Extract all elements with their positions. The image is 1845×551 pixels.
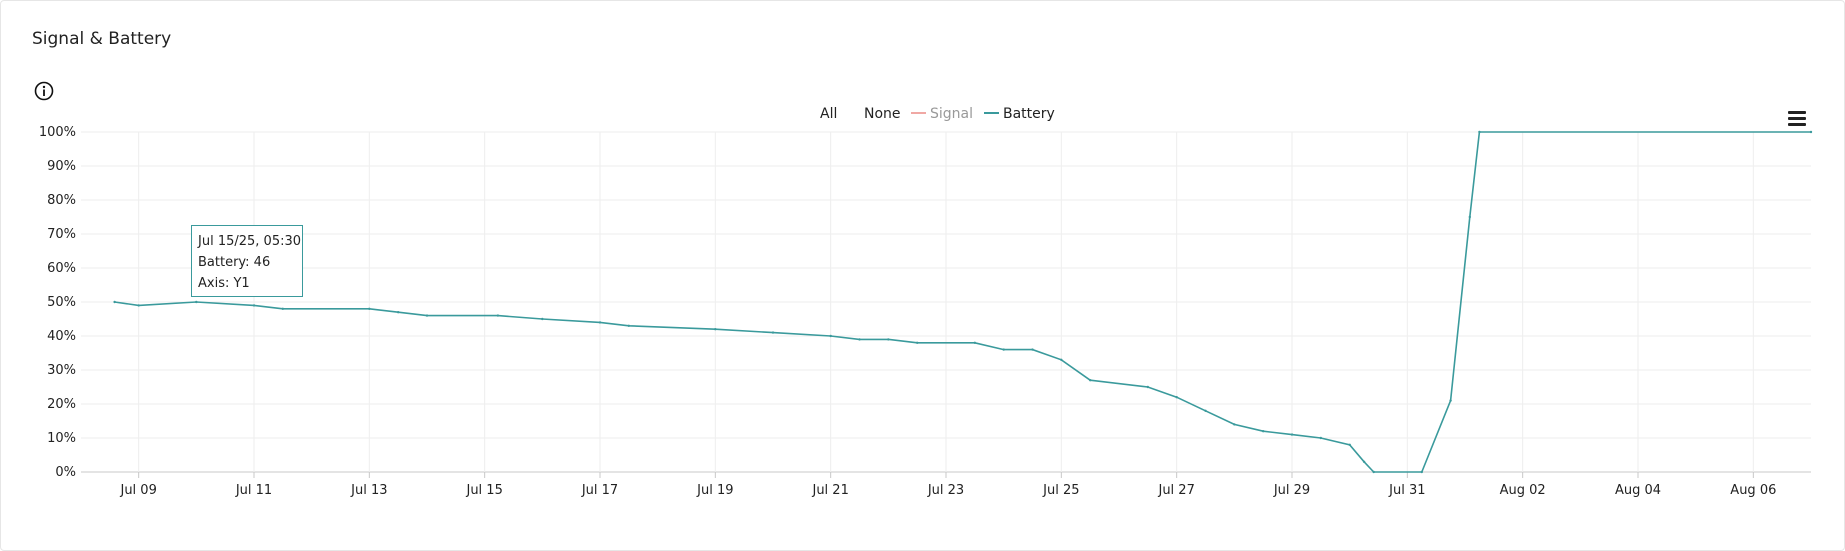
y-tick-label: 70% bbox=[47, 227, 76, 242]
data-point[interactable] bbox=[113, 300, 116, 304]
data-point[interactable] bbox=[1290, 433, 1294, 436]
data-point[interactable] bbox=[714, 328, 717, 331]
data-point[interactable] bbox=[1089, 379, 1092, 382]
data-point[interactable] bbox=[1420, 470, 1424, 474]
data-point[interactable] bbox=[627, 324, 630, 327]
x-tick-label: Aug 04 bbox=[1615, 483, 1661, 498]
y-tick-label: 80% bbox=[47, 193, 76, 208]
tooltip-date: Jul 15/25, 05:30 bbox=[198, 234, 302, 249]
x-tick-label: Jul 27 bbox=[1157, 483, 1194, 498]
data-point[interactable] bbox=[887, 338, 890, 341]
data-point[interactable] bbox=[496, 314, 500, 317]
data-point[interactable] bbox=[1175, 396, 1178, 399]
x-tick-label: Aug 06 bbox=[1730, 483, 1776, 498]
data-point[interactable] bbox=[1372, 470, 1375, 474]
x-tick-label: Jul 31 bbox=[1388, 483, 1425, 498]
chart-legend: All None Signal Battery bbox=[820, 106, 1055, 122]
data-point[interactable] bbox=[1262, 430, 1265, 433]
data-point[interactable] bbox=[137, 304, 140, 307]
data-point[interactable] bbox=[858, 338, 861, 341]
x-tick-label: Jul 25 bbox=[1042, 483, 1079, 498]
x-tick-label: Aug 02 bbox=[1500, 483, 1546, 498]
menu-bar bbox=[1788, 123, 1806, 126]
y-tick-label: 0% bbox=[55, 465, 76, 480]
data-point[interactable] bbox=[1233, 423, 1236, 426]
x-tick-label: Jul 21 bbox=[811, 483, 848, 498]
x-tick-label: Jul 17 bbox=[581, 483, 618, 498]
data-point[interactable] bbox=[425, 314, 429, 317]
x-tick-label: Jul 29 bbox=[1273, 483, 1310, 498]
x-tick-label: Jul 19 bbox=[696, 483, 733, 498]
data-point[interactable] bbox=[1002, 348, 1005, 351]
data-point[interactable] bbox=[1449, 399, 1452, 402]
data-point[interactable] bbox=[973, 341, 976, 344]
data-point[interactable] bbox=[252, 304, 256, 307]
hamburger-menu-icon[interactable] bbox=[1788, 111, 1806, 127]
data-point[interactable] bbox=[281, 307, 284, 310]
x-tick-label: Jul 13 bbox=[350, 483, 387, 498]
data-point[interactable] bbox=[1478, 130, 1481, 134]
legend-item-battery[interactable]: Battery bbox=[1003, 106, 1055, 122]
x-tick-label: Jul 09 bbox=[119, 483, 156, 498]
data-point[interactable] bbox=[1468, 215, 1472, 219]
series-line-battery[interactable] bbox=[114, 131, 1811, 473]
legend-none-toggle[interactable]: None bbox=[864, 106, 901, 122]
menu-bar bbox=[1788, 111, 1806, 114]
info-icon[interactable] bbox=[34, 81, 54, 101]
page-title: Signal & Battery bbox=[32, 29, 172, 49]
data-point[interactable] bbox=[541, 317, 544, 321]
x-axis: Jul 09 Jul 11 Jul 13 Jul 15 Jul 17 Jul 19 Jul … bbox=[119, 472, 1776, 498]
y-axis: 0% 10% 20% 30% 40% 50% 60% 70% 80% 90% 100% bbox=[39, 125, 76, 480]
chart-tooltip: Jul 15/25, 05:30 Battery: 46 Axis: Y1 bbox=[191, 225, 303, 297]
data-point[interactable] bbox=[195, 300, 198, 304]
data-point[interactable] bbox=[1362, 460, 1366, 463]
data-point[interactable] bbox=[1809, 130, 1813, 134]
data-point[interactable] bbox=[1204, 409, 1207, 412]
menu-bar bbox=[1788, 117, 1806, 120]
data-point[interactable] bbox=[1319, 436, 1323, 440]
x-tick-label: Jul 15 bbox=[465, 483, 502, 498]
tooltip-axis: Axis: Y1 bbox=[198, 276, 250, 291]
y-tick-label: 60% bbox=[47, 261, 76, 276]
tooltip-value: Battery: 46 bbox=[198, 255, 271, 270]
x-tick-label: Jul 11 bbox=[235, 483, 272, 498]
data-point[interactable] bbox=[598, 321, 602, 324]
data-point[interactable] bbox=[1146, 385, 1150, 389]
data-point[interactable] bbox=[829, 334, 832, 338]
chart-series bbox=[113, 130, 1813, 474]
y-tick-label: 40% bbox=[47, 329, 76, 344]
y-tick-label: 20% bbox=[47, 397, 76, 412]
legend-all-toggle[interactable]: All bbox=[820, 106, 837, 122]
data-point[interactable] bbox=[397, 311, 400, 314]
chart-grid bbox=[81, 131, 1811, 473]
data-point[interactable] bbox=[916, 341, 919, 344]
y-tick-label: 10% bbox=[47, 431, 76, 446]
y-tick-label: 30% bbox=[47, 363, 76, 378]
data-point[interactable] bbox=[1031, 348, 1034, 351]
x-tick-label: Jul 23 bbox=[927, 483, 964, 498]
data-point[interactable] bbox=[1348, 443, 1351, 446]
data-point[interactable] bbox=[771, 331, 775, 334]
y-tick-label: 50% bbox=[47, 295, 76, 310]
y-tick-label: 100% bbox=[39, 125, 76, 140]
y-tick-label: 90% bbox=[47, 159, 76, 174]
data-point[interactable] bbox=[1060, 358, 1063, 361]
legend-item-signal[interactable]: Signal bbox=[930, 106, 973, 122]
data-point[interactable] bbox=[368, 307, 371, 310]
